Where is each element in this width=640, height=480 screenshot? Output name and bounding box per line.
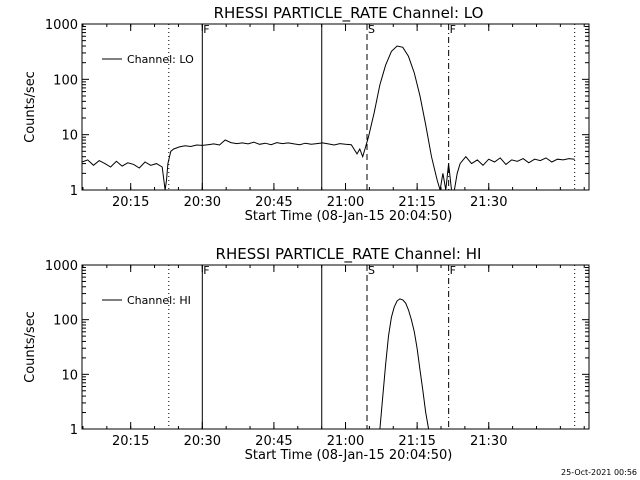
panel1-marker-label: F xyxy=(203,23,209,36)
panel2-chart: RHESSI PARTICLE_RATE Channel: HI Start Ti… xyxy=(23,245,590,463)
panel2-y-axis-label: Counts/sec xyxy=(23,311,38,383)
panel1-marker-label: F xyxy=(450,23,456,36)
panel1-x-tick-label: 21:15 xyxy=(398,195,435,210)
panel1-y-tick-label: 10 xyxy=(61,129,78,144)
panel2-x-tick-label: 20:15 xyxy=(112,434,149,449)
panel2-x-tick-label: 20:30 xyxy=(184,434,221,449)
panel2-marker-label: S xyxy=(368,264,375,277)
panel2-y-tick-label: 1 xyxy=(70,423,78,438)
panel1-x-axis-label: Start Time (08-Jan-15 20:04:50) xyxy=(245,209,453,224)
panel1-y-tick-label: 1000 xyxy=(45,18,78,33)
panel1-x-tick-label: 21:30 xyxy=(470,195,507,210)
panel2-plot-frame xyxy=(81,264,590,430)
panel1-x-tick-label: 20:30 xyxy=(184,195,221,210)
panel2-y-tick-label: 100 xyxy=(53,314,78,329)
panel2-x-axis-label: Start Time (08-Jan-15 20:04:50) xyxy=(245,448,453,463)
panel1-x-tick-label: 20:15 xyxy=(112,195,149,210)
panel1-x-tick-label: 21:00 xyxy=(327,195,364,210)
panel2-x-tick-label: 21:15 xyxy=(398,434,435,449)
panel1-y-tick-label: 100 xyxy=(53,73,78,88)
panel1-chart: RHESSI PARTICLE_RATE Channel: LO Start Ti… xyxy=(23,4,590,224)
panel1-series-line xyxy=(81,45,575,191)
panel2-legend-label: Channel: HI xyxy=(127,294,191,307)
footer-date: 25-Oct-2021 00:56 xyxy=(561,468,637,477)
panel2-x-tick-label: 20:45 xyxy=(255,434,292,449)
panel2-marker-label: F xyxy=(203,264,209,277)
panel1-marker-label: S xyxy=(368,23,375,36)
panel2-title: RHESSI PARTICLE_RATE Channel: HI xyxy=(216,245,482,264)
panel1-y-tick-label: 1 xyxy=(70,184,78,199)
panel2-y-tick-label: 10 xyxy=(61,368,78,383)
panel2-x-tick-label: 21:00 xyxy=(327,434,364,449)
panel2-y-tick-label: 1000 xyxy=(45,259,78,274)
panel1-y-axis-label: Counts/sec xyxy=(23,71,38,143)
panel2-series-line xyxy=(379,298,430,430)
panel2-x-tick-label: 21:30 xyxy=(470,434,507,449)
panel2-marker-label: F xyxy=(450,264,456,277)
panel1-title: RHESSI PARTICLE_RATE Channel: LO xyxy=(214,4,484,23)
panel1-plot-frame xyxy=(81,23,590,191)
panel1-legend-label: Channel: LO xyxy=(127,53,194,66)
panel1-x-tick-label: 20:45 xyxy=(255,195,292,210)
